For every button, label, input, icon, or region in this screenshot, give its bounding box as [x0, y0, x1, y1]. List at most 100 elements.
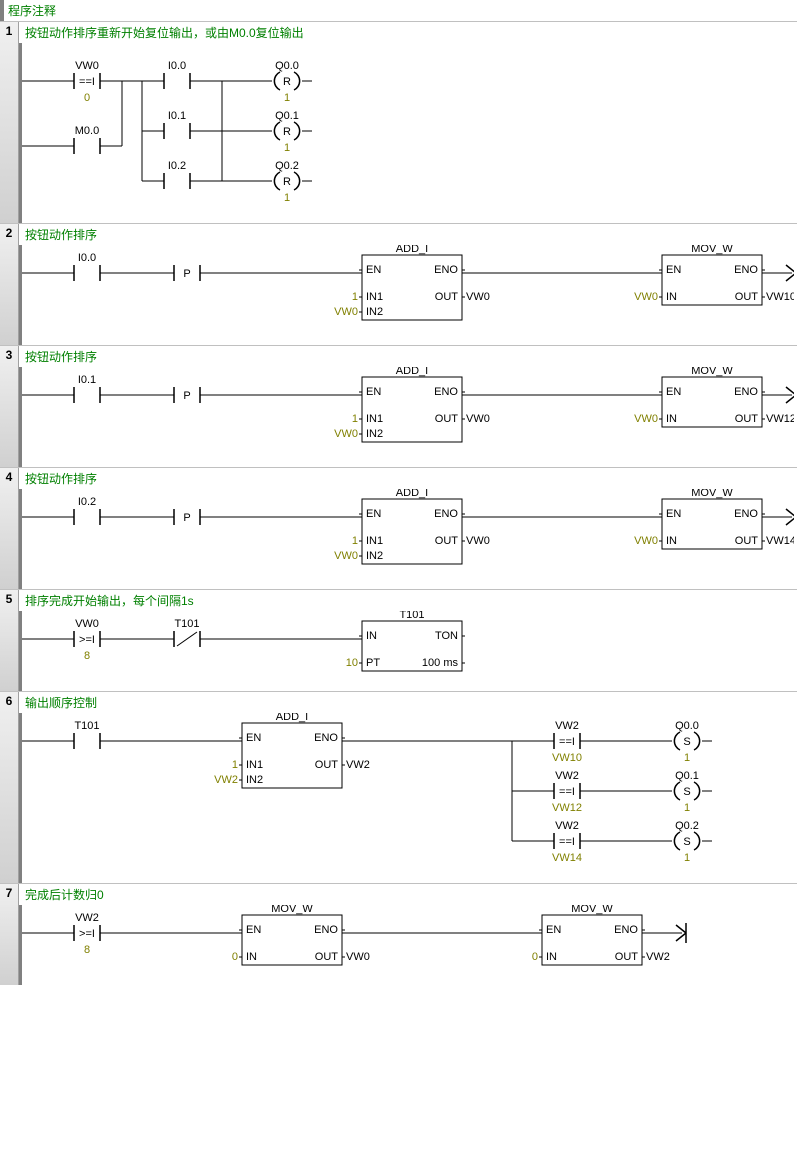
svg-text:EN: EN [666, 264, 681, 276]
svg-text:I0.1: I0.1 [78, 374, 96, 386]
svg-text:ENO: ENO [314, 732, 338, 744]
svg-text:IN: IN [246, 951, 257, 963]
svg-text:VW2: VW2 [555, 820, 579, 832]
svg-text:ENO: ENO [434, 508, 458, 520]
svg-text:VW2: VW2 [555, 720, 579, 732]
network-number: 5 [0, 590, 19, 691]
svg-text:VW0: VW0 [75, 60, 99, 72]
svg-text:VW2: VW2 [75, 912, 99, 924]
svg-text:I0.0: I0.0 [78, 252, 96, 264]
svg-text:>=I: >=I [79, 928, 95, 940]
svg-text:ADD_I: ADD_I [276, 713, 308, 723]
svg-text:IN1: IN1 [246, 759, 263, 771]
svg-text:VW0: VW0 [334, 550, 358, 562]
network-number: 6 [0, 692, 19, 883]
svg-text:1: 1 [684, 852, 690, 864]
svg-text:==I: ==I [559, 786, 575, 798]
svg-text:VW0: VW0 [634, 291, 658, 303]
svg-text:R: R [283, 76, 291, 88]
network-7: 7完成后计数归0VW2>=I8MOV_WENIN0ENOOUTVW0MOV_WE… [0, 883, 797, 985]
svg-text:VW2: VW2 [214, 774, 238, 786]
svg-text:I0.2: I0.2 [168, 160, 186, 172]
svg-text:VW2: VW2 [646, 951, 670, 963]
ladder-diagram: T101ADD_IENIN11IN2VW2ENOOUTVW2VW2==IVW10… [19, 713, 794, 883]
svg-text:OUT: OUT [435, 413, 459, 425]
svg-text:VW0: VW0 [466, 413, 490, 425]
ladder-diagram: VW0>=I8T101T101INPT10TON100 ms [19, 611, 794, 691]
svg-text:EN: EN [666, 386, 681, 398]
network-comment: 完成后计数归0 [19, 884, 797, 905]
svg-text:VW0: VW0 [466, 535, 490, 547]
svg-text:MOV_W: MOV_W [691, 245, 733, 255]
network-5: 5排序完成开始输出，每个间隔1sVW0>=I8T101T101INPT10TON… [0, 589, 797, 691]
svg-text:1: 1 [352, 413, 358, 425]
svg-text:EN: EN [666, 508, 681, 520]
network-4: 4按钮动作排序I0.2PADD_IENIN11IN2VW0ENOOUTVW0MO… [0, 467, 797, 589]
svg-text:VW14: VW14 [766, 535, 794, 547]
svg-text:P: P [183, 512, 190, 524]
svg-text:Q0.0: Q0.0 [675, 720, 699, 732]
svg-text:Q0.1: Q0.1 [275, 110, 299, 122]
svg-text:OUT: OUT [735, 535, 759, 547]
svg-text:ADD_I: ADD_I [396, 245, 428, 255]
svg-text:I0.2: I0.2 [78, 496, 96, 508]
svg-text:VW10: VW10 [766, 291, 794, 303]
svg-text:I0.0: I0.0 [168, 60, 186, 72]
svg-text:IN: IN [666, 413, 677, 425]
network-1: 1按钮动作排序重新开始复位输出，或由M0.0复位输出VW0==I0M0.0I0.… [0, 21, 797, 223]
svg-text:IN: IN [546, 951, 557, 963]
ladder-diagram: I0.2PADD_IENIN11IN2VW0ENOOUTVW0MOV_WENIN… [19, 489, 794, 589]
svg-text:ENO: ENO [734, 386, 758, 398]
svg-text:R: R [283, 126, 291, 138]
svg-text:TON: TON [435, 630, 458, 642]
network-number: 4 [0, 468, 19, 589]
svg-text:0: 0 [84, 92, 90, 104]
svg-text:VW2: VW2 [555, 770, 579, 782]
program-header: 程序注释 [0, 0, 797, 21]
svg-text:>=I: >=I [79, 634, 95, 646]
svg-text:R: R [283, 176, 291, 188]
svg-text:IN2: IN2 [366, 428, 383, 440]
network-comment: 排序完成开始输出，每个间隔1s [19, 590, 797, 611]
svg-text:IN: IN [666, 291, 677, 303]
svg-text:P: P [183, 390, 190, 402]
svg-text:OUT: OUT [435, 535, 459, 547]
svg-text:==I: ==I [559, 736, 575, 748]
ladder-diagram: VW2>=I8MOV_WENIN0ENOOUTVW0MOV_WENIN0ENOO… [19, 905, 794, 985]
svg-text:EN: EN [366, 508, 381, 520]
svg-text:Q0.1: Q0.1 [675, 770, 699, 782]
svg-text:T101: T101 [174, 618, 199, 630]
svg-text:IN: IN [666, 535, 677, 547]
svg-text:ENO: ENO [734, 264, 758, 276]
svg-text:MOV_W: MOV_W [691, 489, 733, 499]
network-3: 3按钮动作排序I0.1PADD_IENIN11IN2VW0ENOOUTVW0MO… [0, 345, 797, 467]
svg-text:IN1: IN1 [366, 291, 383, 303]
svg-text:1: 1 [684, 752, 690, 764]
svg-text:VW10: VW10 [552, 752, 582, 764]
svg-text:Q0.2: Q0.2 [275, 160, 299, 172]
svg-text:M0.0: M0.0 [75, 125, 99, 137]
svg-text:MOV_W: MOV_W [571, 905, 613, 915]
svg-text:EN: EN [246, 732, 261, 744]
network-number: 1 [0, 22, 19, 223]
network-2: 2按钮动作排序I0.0PADD_IENIN11IN2VW0ENOOUTVW0MO… [0, 223, 797, 345]
svg-text:IN: IN [366, 630, 377, 642]
svg-text:VW14: VW14 [552, 852, 582, 864]
svg-text:1: 1 [684, 802, 690, 814]
svg-text:OUT: OUT [735, 413, 759, 425]
network-comment: 按钮动作排序 [19, 224, 797, 245]
svg-text:1: 1 [284, 142, 290, 154]
svg-text:I0.1: I0.1 [168, 110, 186, 122]
svg-text:OUT: OUT [315, 951, 339, 963]
ladder-diagram: I0.0PADD_IENIN11IN2VW0ENOOUTVW0MOV_WENIN… [19, 245, 794, 345]
svg-text:VW0: VW0 [466, 291, 490, 303]
svg-text:PT: PT [366, 657, 380, 669]
svg-text:1: 1 [352, 291, 358, 303]
svg-text:IN1: IN1 [366, 413, 383, 425]
network-number: 3 [0, 346, 19, 467]
svg-text:1: 1 [284, 192, 290, 204]
svg-text:8: 8 [84, 650, 90, 662]
svg-text:VW0: VW0 [634, 413, 658, 425]
svg-text:ADD_I: ADD_I [396, 489, 428, 499]
svg-text:T101: T101 [399, 611, 424, 621]
